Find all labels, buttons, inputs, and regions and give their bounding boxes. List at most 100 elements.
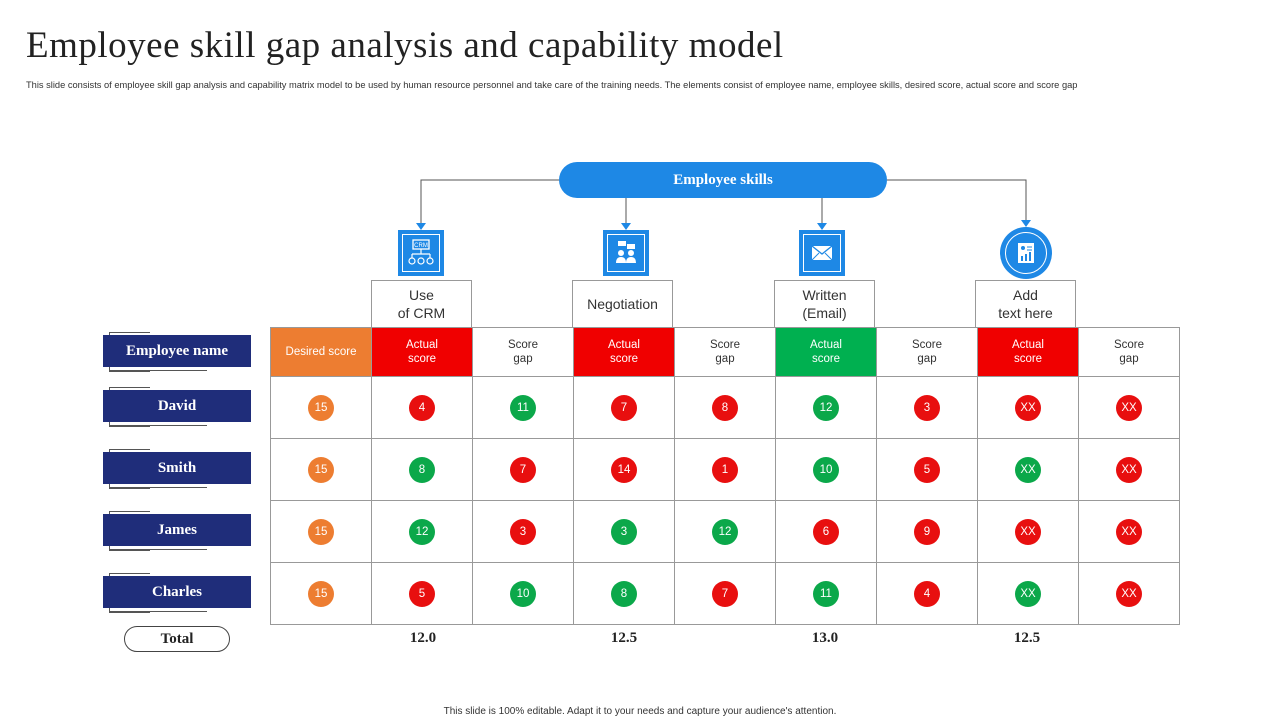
score-dot: 5 <box>409 580 435 607</box>
score-dot: 10 <box>813 456 839 483</box>
score-dot: XX <box>1116 456 1142 483</box>
score-cell: 12 <box>371 500 473 563</box>
footer-note: This slide is 100% editable. Adapt it to… <box>443 706 837 717</box>
skill-matrix: Desired score Actual score Score gap Actua… <box>270 327 1180 625</box>
score-cell: 11 <box>472 376 574 439</box>
tag-bracket <box>109 611 207 612</box>
score-dot: XX <box>1015 580 1041 607</box>
score-cell: 9 <box>876 500 978 563</box>
total-value: 13.0 <box>811 630 839 646</box>
score-cell: 12 <box>674 500 776 563</box>
score-cell: 4 <box>876 562 978 625</box>
score-cell: 12 <box>775 376 877 439</box>
score-dot: 9 <box>914 518 940 545</box>
employee-name: Charles <box>103 576 251 608</box>
score-dot: 7 <box>611 394 637 421</box>
page-title: Employee skill gap analysis and capabili… <box>26 25 784 66</box>
score-dot: 15 <box>308 456 334 483</box>
page-subtitle: This slide consists of employee skill ga… <box>26 80 1078 90</box>
score-gap-header: Score gap <box>674 327 776 377</box>
score-dot: 8 <box>712 394 738 421</box>
score-dot: 12 <box>813 394 839 421</box>
negotiation-icon <box>603 230 649 276</box>
score-dot: XX <box>1116 518 1142 545</box>
score-cell: XX <box>1078 562 1180 625</box>
report-icon <box>1000 227 1052 279</box>
score-cell: 7 <box>472 438 574 501</box>
score-dot: 3 <box>611 518 637 545</box>
score-cell: XX <box>977 500 1079 563</box>
email-icon <box>799 230 845 276</box>
score-dot: 15 <box>308 518 334 545</box>
score-dot: XX <box>1116 580 1142 607</box>
actual-score-header: Actual score <box>775 327 877 377</box>
score-cell: XX <box>977 438 1079 501</box>
score-cell: 3 <box>876 376 978 439</box>
score-dot: XX <box>1015 394 1041 421</box>
employee-name-header: Employee name <box>103 335 251 367</box>
score-cell: 7 <box>573 376 675 439</box>
desired-score-cell: 15 <box>270 438 372 501</box>
score-cell: 6 <box>775 500 877 563</box>
score-cell: 8 <box>371 438 473 501</box>
score-gap-header: Score gap <box>1078 327 1180 377</box>
score-gap-header: Score gap <box>472 327 574 377</box>
table-row: 15 4 11 7 8 12 3 XX XX <box>270 376 1180 439</box>
score-dot: 7 <box>712 580 738 607</box>
score-dot: XX <box>1015 456 1041 483</box>
desired-score-cell: 15 <box>270 376 372 439</box>
score-dot: 7 <box>510 456 536 483</box>
score-cell: 7 <box>674 562 776 625</box>
employee-name: Smith <box>103 452 251 484</box>
score-cell: XX <box>977 376 1079 439</box>
score-cell: 1 <box>674 438 776 501</box>
score-cell: 3 <box>573 500 675 563</box>
employee-skills-header: Employee skills <box>559 162 887 198</box>
score-dot: 1 <box>712 456 738 483</box>
total-value: 12.0 <box>409 630 437 646</box>
desired-score-header: Desired score <box>270 327 372 377</box>
crm-icon: CRM <box>398 230 444 276</box>
total-value: 12.5 <box>610 630 638 646</box>
score-dot: 3 <box>914 394 940 421</box>
skill-label-crm: Use of CRM <box>371 280 472 328</box>
table-row: 15 8 7 14 1 10 5 XX XX <box>270 438 1180 501</box>
desired-score-cell: 15 <box>270 500 372 563</box>
actual-score-header: Actual score <box>977 327 1079 377</box>
skill-label-email: Written (Email) <box>774 280 875 328</box>
score-dot: 8 <box>409 456 435 483</box>
score-cell: 10 <box>472 562 574 625</box>
score-gap-header: Score gap <box>876 327 978 377</box>
score-cell: 8 <box>674 376 776 439</box>
score-cell: XX <box>1078 376 1180 439</box>
score-dot: 6 <box>813 518 839 545</box>
employee-name: James <box>103 514 251 546</box>
score-dot: 11 <box>813 580 839 607</box>
actual-score-header: Actual score <box>371 327 473 377</box>
score-cell: 10 <box>775 438 877 501</box>
score-dot: 14 <box>611 456 637 483</box>
score-dot: 15 <box>308 394 334 421</box>
score-dot: 3 <box>510 518 536 545</box>
tag-bracket <box>109 549 207 550</box>
skill-label-negotiation: Negotiation <box>572 280 673 328</box>
score-dot: 11 <box>510 394 536 421</box>
matrix-header-row: Desired score Actual score Score gap Actua… <box>270 327 1180 377</box>
score-cell: 5 <box>876 438 978 501</box>
table-row: 15 5 10 8 7 11 4 XX XX <box>270 562 1180 625</box>
score-dot: 8 <box>611 580 637 607</box>
score-dot: 4 <box>914 580 940 607</box>
svg-text:CRM: CRM <box>414 243 428 249</box>
score-cell: 3 <box>472 500 574 563</box>
total-label: Total <box>124 626 230 652</box>
score-dot: 5 <box>914 456 940 483</box>
skill-label-add-text: Add text here <box>975 280 1076 328</box>
actual-score-header: Actual score <box>573 327 675 377</box>
tag-bracket <box>109 487 207 488</box>
tag-bracket <box>109 370 207 371</box>
score-dot: XX <box>1015 518 1041 545</box>
score-cell: 8 <box>573 562 675 625</box>
score-cell: 4 <box>371 376 473 439</box>
score-dot: 4 <box>409 394 435 421</box>
score-dot: 15 <box>308 580 334 607</box>
